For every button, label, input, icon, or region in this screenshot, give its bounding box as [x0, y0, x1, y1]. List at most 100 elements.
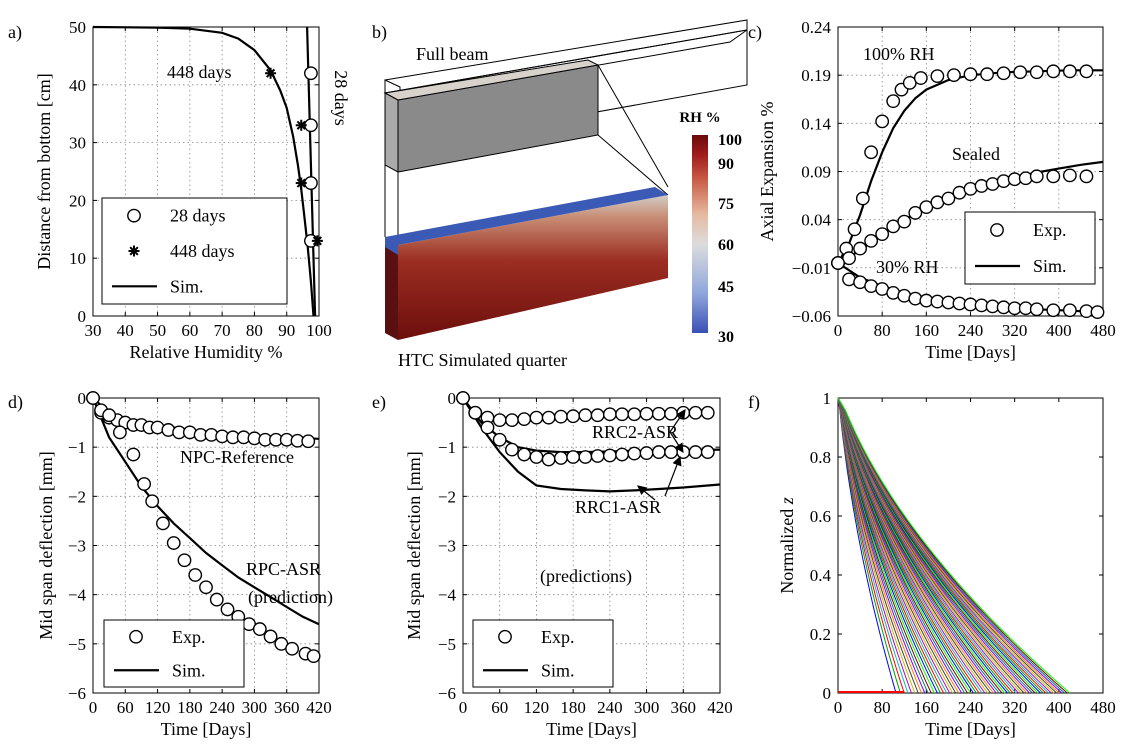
y-axis-label: Mid span deflection [mm]: [36, 451, 56, 639]
annotation: RPC-ASR: [246, 559, 321, 579]
legend-label: Exp.: [172, 627, 206, 647]
data-point-circle: [209, 592, 224, 607]
y-tick-label: 0: [78, 389, 87, 408]
data-point-circle: [875, 227, 890, 242]
x-tick-label: 90: [278, 321, 295, 340]
data-point-circle: [590, 408, 605, 423]
data-point-asterisk: [265, 67, 277, 79]
asterisk-stroke: [296, 178, 306, 188]
x-axis-label: Time [Days]: [546, 719, 637, 739]
x-axis-label: Time [Days]: [925, 719, 1016, 739]
x-tick-label: 50: [149, 321, 166, 340]
y-tick-label: 0.24: [801, 18, 831, 37]
x-tick-label: 320: [1002, 698, 1028, 717]
arrow: [669, 409, 686, 433]
y-tick-label: −3: [68, 537, 86, 556]
data-point-circle: [554, 451, 568, 465]
x-tick-label: 480: [1090, 321, 1116, 340]
data-point-asterisk: [295, 119, 307, 131]
colorbar-tick-label: 60: [718, 237, 734, 254]
data-point-circle: [974, 179, 989, 193]
annotation: (prediction): [248, 587, 333, 608]
axes-f: 0 80 160 240 320 400 480 0 0.2 0.4 0.6 0.8 1 Time [Da…: [810, 389, 1116, 739]
data-point-circle: [492, 413, 507, 428]
x-tick-label: 300: [634, 698, 660, 717]
y-axis-label: Mid span deflection [mm]: [404, 451, 424, 639]
x-tick-label: 60: [491, 698, 508, 717]
data-point-circle: [664, 445, 678, 459]
projection-line: [597, 134, 669, 196]
y-tick-label: −2: [68, 487, 86, 506]
quarter-side: [385, 237, 398, 340]
y-axis-label: Axial Expansion %: [757, 102, 777, 242]
y-tick-label: 0: [78, 307, 87, 326]
data-point-circle: [566, 409, 581, 424]
legend-box: [964, 211, 1096, 285]
y-tick-label: 30: [69, 134, 86, 153]
y-tick-label: 1: [823, 389, 832, 408]
data-point-circle: [908, 206, 923, 220]
x-tick-label: 360: [671, 698, 697, 717]
data-point-circle: [498, 629, 512, 644]
legend-label: Exp.: [541, 627, 575, 647]
y-tick-label: 0.14: [801, 114, 831, 133]
annotation: 28 days: [331, 70, 351, 126]
x-tick-label: 180: [560, 698, 586, 717]
x-axis-label: Relative Humidity %: [130, 342, 283, 362]
annotation: 100% RH: [863, 44, 935, 64]
sim-line: [462, 397, 721, 493]
data-point-circle: [304, 66, 318, 81]
data-point-circle: [913, 71, 928, 85]
data-point-circle: [1062, 303, 1077, 318]
x-tick-label: 120: [524, 698, 550, 717]
data-point-circle: [505, 442, 519, 457]
data-point-circle: [855, 191, 870, 206]
data-point-circle: [137, 477, 152, 491]
data-point-asterisk: [128, 245, 140, 257]
colorbar-tick-label: 100: [718, 132, 742, 149]
annotation-arrows: [637, 409, 686, 501]
x-tick-label: 60: [117, 698, 134, 717]
annotation: NPC-Reference: [180, 447, 294, 467]
panel-letter: c): [748, 22, 762, 43]
panel-letter: a): [8, 22, 22, 43]
x-tick-label: 160: [914, 698, 940, 717]
asterisk-stroke: [312, 236, 322, 246]
y-tick-label: 0.09: [801, 163, 831, 182]
data-point-circle: [1018, 171, 1033, 186]
data-point-circle: [517, 447, 532, 462]
quarter-top: [385, 187, 668, 245]
data-point-circle: [541, 410, 556, 425]
y-tick-label: −4: [68, 586, 87, 605]
data-point-circle: [980, 67, 994, 82]
x-tick-label: 360: [274, 698, 300, 717]
legend: Exp. Sim.: [964, 211, 1096, 285]
x-tick-label: 80: [246, 321, 263, 340]
y-tick-label: 0.04: [801, 211, 831, 230]
annotation: RRC1-ASR: [575, 497, 661, 517]
x-tick-label: 240: [958, 321, 984, 340]
y-tick-label: 50: [69, 18, 86, 37]
legend-label: 28 days: [170, 206, 226, 226]
data-point-circle: [517, 412, 532, 427]
legend-box: [472, 619, 614, 688]
data-point-circle: [664, 406, 678, 421]
data-point-circle: [941, 191, 956, 206]
data-point-circle: [700, 445, 715, 459]
y-tick-label: −5: [68, 635, 86, 654]
data-point-circle: [129, 629, 143, 644]
data-point-circle: [639, 446, 654, 460]
quarter-side-top: [385, 237, 398, 255]
legend-label: Exp.: [1033, 220, 1067, 240]
sim-line: [91, 397, 320, 626]
data-point-circle: [220, 602, 235, 617]
data-point-circle: [554, 409, 568, 424]
data-point-circle: [602, 407, 617, 422]
data-point-circle: [615, 447, 629, 462]
x-tick-label: 30: [85, 321, 102, 340]
beam-schematic: Full beam HTC Simulated quarter RH % 100 90 7…: [383, 19, 748, 370]
data-point-circle: [156, 516, 170, 531]
panel-letter: d): [8, 392, 23, 413]
colorbar-tick-label: 45: [718, 279, 734, 296]
